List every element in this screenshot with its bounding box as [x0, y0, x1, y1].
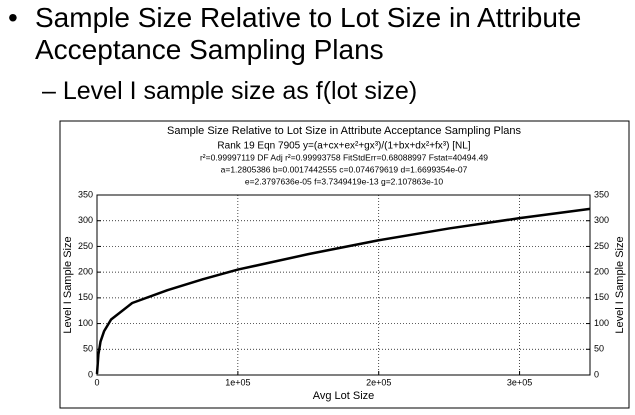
annotation: r²=0.99997119 DF Adj r²=0.99993758 FitSt… — [200, 152, 488, 162]
y2-tick-label: 200 — [594, 267, 609, 277]
y2-tick-label: 0 — [594, 369, 599, 379]
sub-bullet: – Level I sample size as f(lot size) — [42, 77, 418, 105]
slide-text: • Sample Size Relative to Lot Size in Att… — [0, 0, 635, 120]
annotation: e=2.3797636e-05 f=3.7349419e-13 g=2.1078… — [245, 176, 444, 186]
chart-title: Sample Size Relative to Lot Size in Attr… — [167, 125, 522, 137]
annotation: a=1.2805386 b=0.0017442555 c=0.074679619… — [221, 164, 468, 174]
series-line — [95, 207, 591, 375]
y-tick-label: 250 — [78, 241, 93, 251]
annotation: Rank 19 Eqn 7905 y=(a+cx+ex²+gx³)/(1+bx+… — [217, 141, 470, 152]
sub-bullet-text: Level I sample size as f(lot size) — [62, 77, 418, 105]
y-axis-label: Level I Sample Size — [62, 236, 74, 333]
x-axis-label: Avg Lot Size — [313, 390, 375, 402]
y2-tick-label: 300 — [594, 215, 609, 225]
y-tick-label: 300 — [78, 215, 93, 225]
y2-axis-label: Level I Sample Size — [614, 236, 626, 333]
y-tick-label: 0 — [88, 369, 93, 379]
y2-tick-label: 250 — [594, 241, 609, 251]
y2-tick-label: 150 — [594, 292, 609, 302]
y-tick-label: 100 — [78, 318, 93, 328]
bullet-text: Sample Size Relative to Lot Size in Attr… — [35, 2, 582, 65]
y2-tick-label: 50 — [594, 344, 604, 354]
x-tick-label: 1e+05 — [225, 377, 250, 387]
y-tick-label: 50 — [83, 344, 93, 354]
x-tick-label: 2e+05 — [366, 377, 391, 387]
chart-frame — [59, 120, 630, 409]
y-tick-label: 200 — [78, 267, 93, 277]
y2-tick-label: 100 — [594, 318, 609, 328]
y-tick-label: 150 — [78, 292, 93, 302]
y-tick-label: 350 — [78, 189, 93, 199]
x-tick-label: 3e+05 — [507, 377, 532, 387]
y2-tick-label: 350 — [594, 189, 609, 199]
x-tick-label: 0 — [94, 377, 99, 387]
